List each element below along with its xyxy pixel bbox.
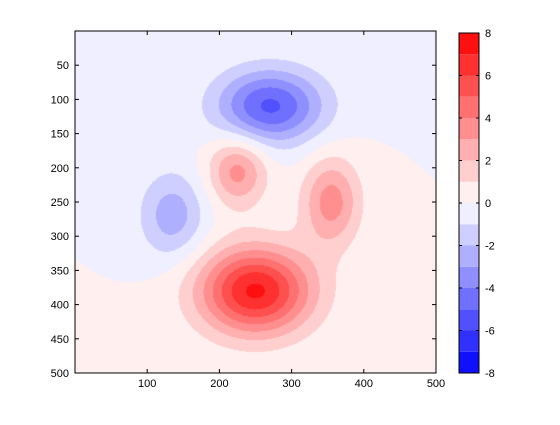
x-tick-label: 400 [355, 378, 373, 390]
colorbar-tick-label: 0 [485, 198, 491, 210]
y-tick-label: 300 [51, 231, 69, 243]
colorbar-segment [459, 245, 479, 267]
y-tick-label: 50 [57, 60, 69, 72]
colorbar-tick-label: -2 [485, 241, 495, 253]
colorbar-segment [459, 224, 479, 246]
colorbar-tick-label: 6 [485, 71, 491, 83]
x-tick-label: 500 [427, 378, 445, 390]
y-tick-label: 400 [51, 300, 69, 312]
colorbar: 8 6 4 2 0 -2 -4 -6 -8 [458, 28, 495, 380]
y-axis-ticks: 50 100 150 200 250 300 350 400 450 500 [51, 60, 436, 380]
colorbar-tick-label: -8 [485, 368, 495, 380]
heatmap-image [75, 31, 436, 373]
colorbar-segment [459, 139, 479, 161]
y-tick-label: 350 [51, 265, 69, 277]
x-tick-label: 300 [282, 378, 300, 390]
colorbar-segment [459, 309, 479, 331]
x-tick-label: 100 [138, 378, 156, 390]
x-tick-label: 200 [210, 378, 228, 390]
colorbar-segment [459, 33, 479, 55]
colorbar-segment [459, 96, 479, 118]
colorbar-tick-label: 4 [485, 113, 491, 125]
y-tick-label: 200 [51, 163, 69, 175]
y-tick-label: 250 [51, 197, 69, 209]
colorbar-segment [459, 54, 479, 76]
colorbar-tick-label: -6 [485, 326, 495, 338]
y-tick-label: 100 [51, 94, 69, 106]
colorbar-segment [459, 75, 479, 97]
colorbar-segment [459, 181, 479, 203]
y-tick-label: 450 [51, 334, 69, 346]
colorbar-tick-label: 2 [485, 156, 491, 168]
y-tick-label: 500 [51, 368, 69, 380]
colorbar-segment [459, 118, 479, 140]
colorbar-segment [459, 351, 479, 373]
colorbar-segment [459, 160, 479, 182]
colorbar-segment [459, 203, 479, 225]
colorbar-tick-label: 8 [485, 28, 491, 40]
y-tick-label: 150 [51, 129, 69, 141]
x-axis-ticks: 100 200 300 400 500 [138, 31, 445, 390]
colorbar-segment [459, 330, 479, 352]
colorbar-segment [459, 266, 479, 288]
colorbar-segment [459, 288, 479, 310]
plot-layer [74, 30, 437, 374]
colorbar-tick-label: -4 [485, 283, 495, 295]
